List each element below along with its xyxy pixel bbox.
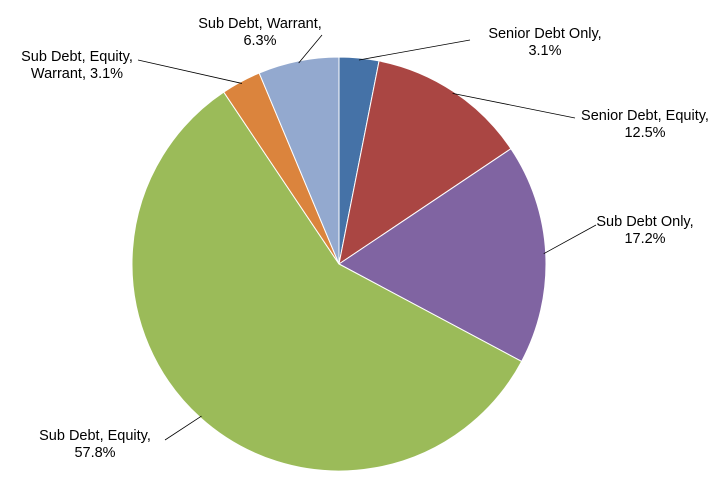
value-label: 6.3% [243,33,277,49]
value-label: 3.1% [528,43,562,59]
leader-line [452,92,576,119]
data-label: Sub Debt, Equity, Warrant, 3.1% [14,49,140,83]
leader-line [137,59,243,84]
data-label: Senior Debt Only, 3.1% [470,26,620,60]
category-label: Senior Debt Only, [488,26,602,42]
data-label: Sub Debt, Warrant, 6.3% [180,16,340,50]
leader-line [164,415,202,441]
leader-line [358,39,471,61]
data-label: Senior Debt, Equity, 12.5% [570,108,720,142]
category-label: Sub Debt, Equity, Warrant, [21,49,133,82]
data-label: Sub Debt Only, 17.2% [585,214,705,248]
category-label: Senior Debt, Equity, [581,108,709,124]
leader-line [298,34,323,64]
data-label: Sub Debt, Equity, 57.8% [20,428,170,462]
pie-slice [338,148,547,363]
pie-slice [131,91,523,472]
category-label: Sub Debt, Warrant, [198,16,322,32]
category-label: Sub Debt, Equity, [39,428,151,444]
value-label: 12.5% [624,125,666,141]
leader-line [543,224,597,255]
category-label: Sub Debt Only, [596,214,694,230]
pie-slice [338,60,512,266]
value-label: 57.8% [74,445,116,461]
pie-slice [258,56,340,265]
value-label: 3.1% [90,66,124,82]
value-label: 17.2% [624,231,666,247]
